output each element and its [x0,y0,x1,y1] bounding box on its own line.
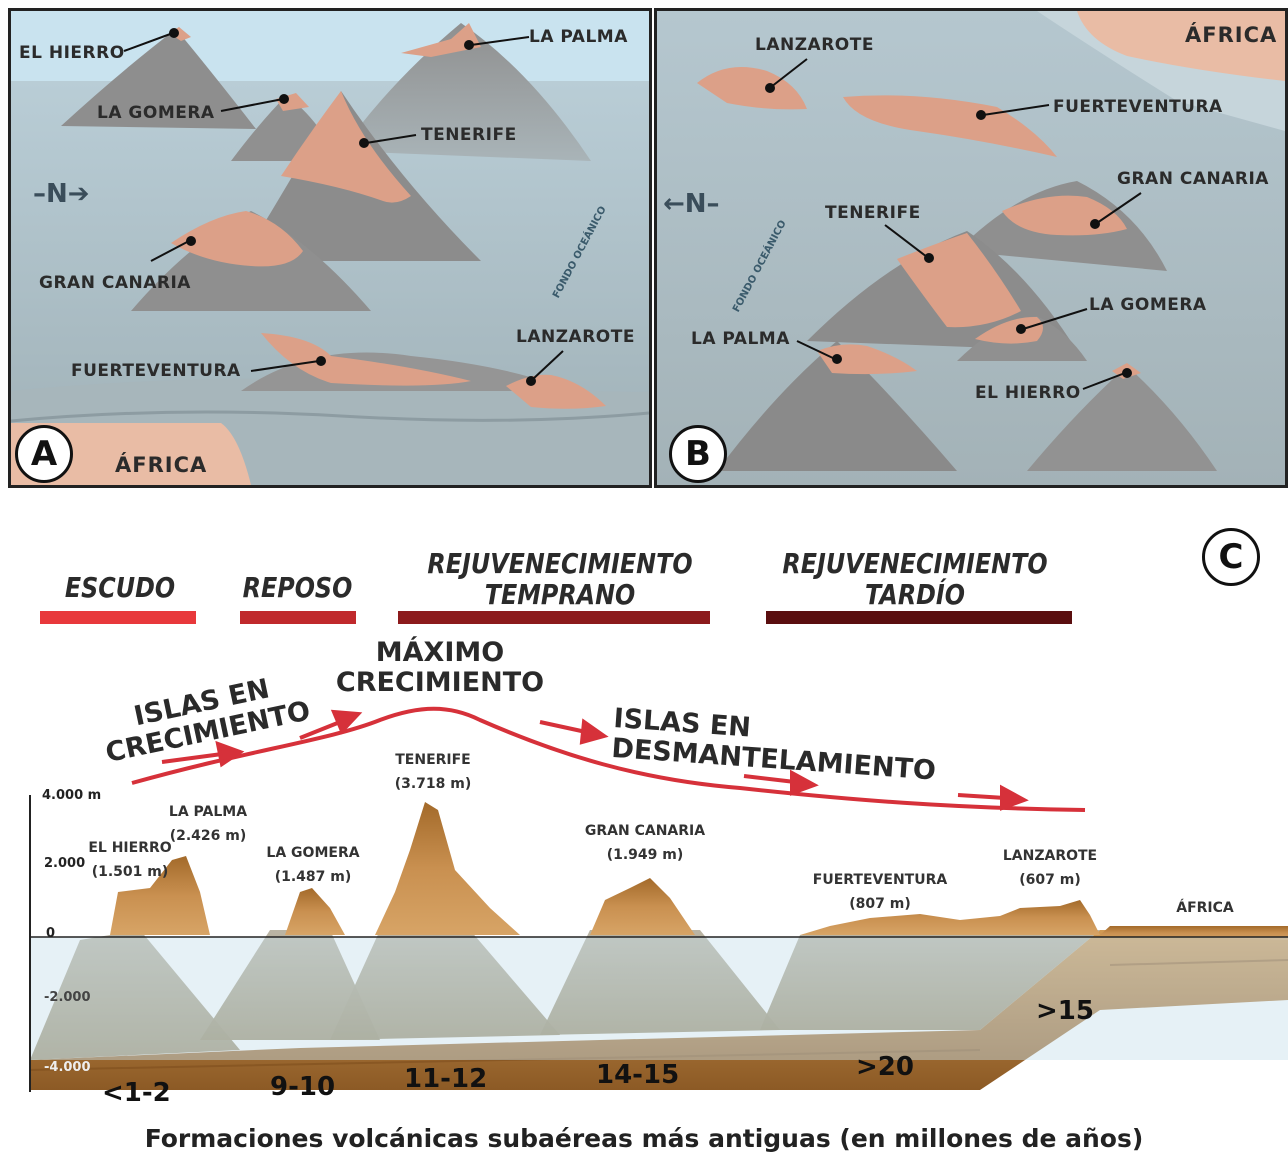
label-lanzarote-b: LANZAROTE [755,35,874,55]
panel-a-relief [11,23,649,485]
peak-gran-canaria-name: GRAN CANARIA [584,823,706,839]
age-gran-canaria: 14-15 [596,1060,680,1090]
peak-gran-canaria-height: (1.949 m) [606,847,684,863]
phase-bar-escudo [40,611,196,624]
peak-lanzarote-name: LANZAROTE [1002,848,1098,864]
label-africa-b: ÁFRICA [1185,23,1278,47]
peak-la-gomera: LA GOMERA (1.487 m) [258,841,368,889]
label-lanzarote-a: LANZAROTE [516,327,635,347]
label-maximo-2: CRECIMIENTO [335,667,545,698]
peak-la-gomera-height: (1.487 m) [274,869,352,885]
age-lanzarote: >15 [1036,996,1094,1026]
phase-tardio-line1: REJUVENECIMIENTO [782,547,1048,580]
panel-a-3d-view: EL HIERRO LA PALMA LA GOMERA TENERIFE GR… [8,8,652,488]
peak-la-palma-name: LA PALMA [168,804,248,820]
label-la-gomera-a: LA GOMERA [97,103,215,123]
axis-minus-2000: -2.000 [44,990,91,1005]
label-fuerteventura-b: FUERTEVENTURA [1053,97,1223,117]
age-tenerife: 11-12 [404,1064,488,1094]
peak-tenerife-height: (3.718 m) [394,776,472,792]
peak-tenerife-name: TENERIFE [395,752,471,768]
badge-b: B [669,425,727,483]
figure-caption: Formaciones volcánicas subaéreas más ant… [144,1124,1144,1153]
age-la-gomera: 9-10 [270,1072,336,1102]
age-el-hierro: <1-2 [102,1078,171,1108]
phase-bar-temprano [398,611,710,624]
peak-el-hierro-name: EL HIERRO [88,840,172,856]
label-africa-a: ÁFRICA [115,453,208,477]
label-el-hierro-a: EL HIERRO [19,43,125,63]
peak-africa: ÁFRICA [1176,900,1234,916]
axis-minus-4000: -4.000 [44,1060,91,1075]
label-maximo-crecimiento: MÁXIMO CRECIMIENTO [330,638,550,698]
label-fuerteventura-a: FUERTEVENTURA [71,361,241,381]
peak-tenerife: TENERIFE (3.718 m) [378,748,488,796]
axis-4000: 4.000 m [42,788,102,803]
phase-reposo: REPOSO [242,571,353,604]
phase-bar-tardio [766,611,1072,624]
phase-tardio-line2: TARDÍO [865,578,965,611]
peak-fuerteventura-name: FUERTEVENTURA [812,872,948,888]
phase-bar-reposo [240,611,356,624]
peak-la-gomera-name: LA GOMERA [266,845,360,861]
phase-temprano-line1: REJUVENECIMIENTO [427,547,693,580]
phase-escudo: ESCUDO [64,571,176,604]
badge-a: A [15,425,73,483]
north-arrow-icon: ←N– [663,189,720,219]
peak-fuerteventura-height: (807 m) [849,896,911,912]
label-el-hierro-b: EL HIERRO [975,383,1081,403]
axis-0: 0 [46,926,56,941]
peak-lanzarote-height: (607 m) [1019,872,1081,888]
north-arrow-icon: –N➔ [33,179,90,209]
peak-lanzarote: LANZAROTE (607 m) [990,844,1110,892]
label-tenerife-b: TENERIFE [825,203,921,223]
peak-fuerteventura: FUERTEVENTURA (807 m) [800,868,960,916]
phase-temprano: REJUVENECIMIENTO TEMPRANO [424,548,696,610]
label-gran-canaria-b: GRAN CANARIA [1117,169,1269,189]
peak-la-palma: LA PALMA (2.426 m) [158,800,258,848]
label-la-palma-b: LA PALMA [691,329,790,349]
axis-2000: 2.000 [44,856,86,871]
peak-el-hierro: EL HIERRO (1.501 m) [80,836,180,884]
peak-la-palma-height: (2.426 m) [169,828,247,844]
label-tenerife-a: TENERIFE [421,125,517,145]
phase-temprano-line2: TEMPRANO [484,578,636,611]
label-la-palma-a: LA PALMA [529,27,628,47]
label-gran-canaria-a: GRAN CANARIA [39,273,191,293]
peak-gran-canaria: GRAN CANARIA (1.949 m) [570,819,720,867]
badge-c: C [1202,528,1260,586]
profile-diagram [29,706,1288,1092]
age-fuerteventura: >20 [856,1052,914,1082]
peak-el-hierro-height: (1.501 m) [91,864,169,880]
label-la-gomera-b: LA GOMERA [1089,295,1207,315]
panel-b-relief [657,11,1285,485]
label-maximo-1: MÁXIMO [375,637,505,668]
panel-b-3d-view: LANZAROTE FUERTEVENTURA GRAN CANARIA TEN… [654,8,1288,488]
phase-tardio: REJUVENECIMIENTO TARDÍO [779,548,1051,610]
